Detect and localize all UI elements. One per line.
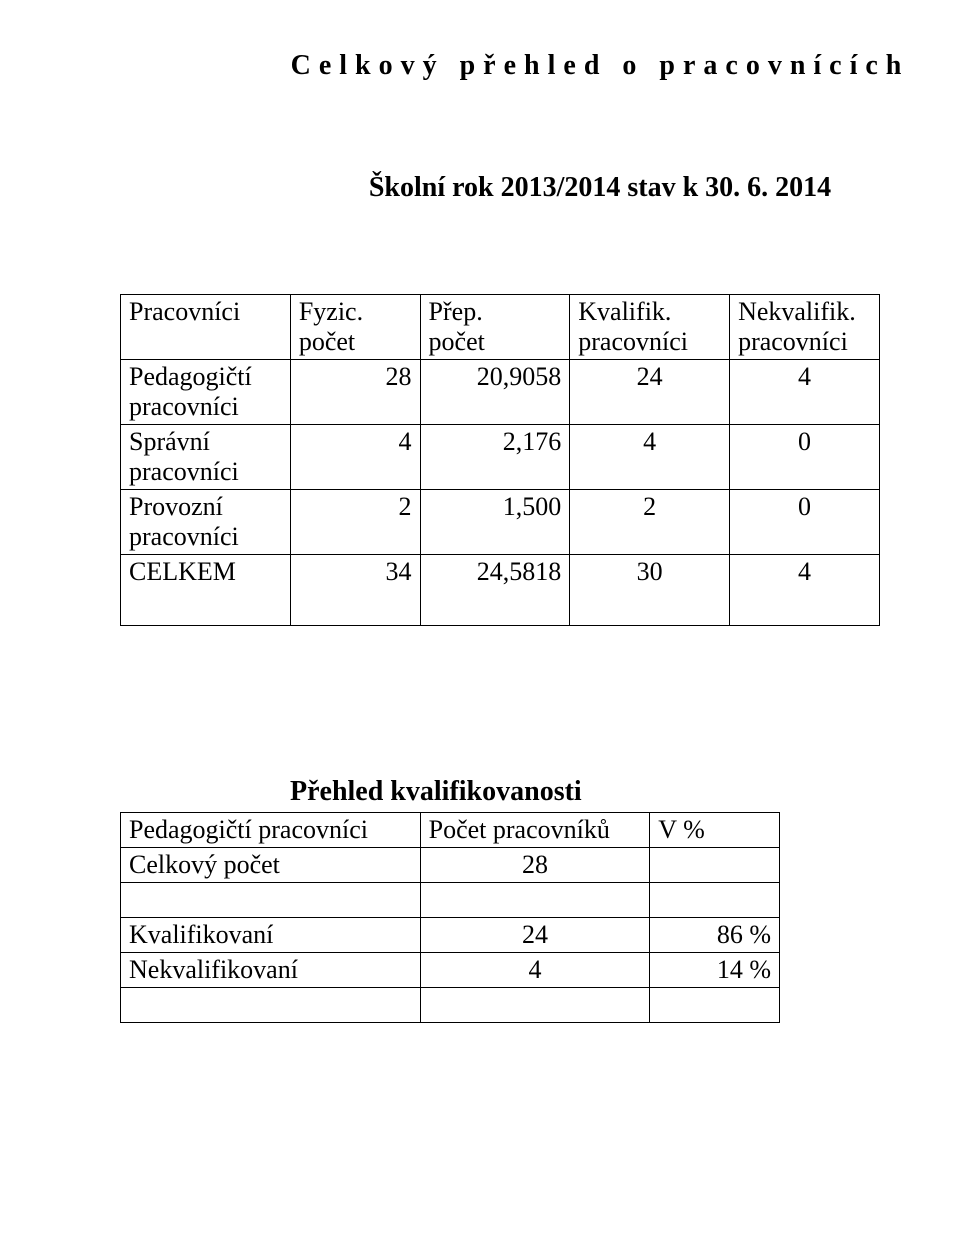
- header-text: Přep.: [429, 297, 483, 326]
- cell: [420, 988, 650, 1023]
- cell-text: Provozní: [129, 492, 223, 521]
- qualification-table: Pedagogičtí pracovníci Počet pracovníků …: [120, 812, 780, 1023]
- cell-text: Pedagogičtí: [129, 362, 252, 391]
- cell: 4: [290, 425, 420, 490]
- cell: [650, 848, 780, 883]
- cell: Nekvalifikovaní: [121, 953, 421, 988]
- table-row: Správní pracovníci 4 2,176 4 0: [121, 425, 880, 490]
- header-cell: Pracovníci: [121, 295, 291, 360]
- table-row: Kvalifikovaní 24 86 %: [121, 918, 780, 953]
- header-cell: Fyzic. počet: [290, 295, 420, 360]
- cell: 2: [570, 490, 730, 555]
- cell: 34: [290, 555, 420, 626]
- header-cell: Nekvalifik. pracovníci: [730, 295, 880, 360]
- cell: 2: [290, 490, 420, 555]
- cell: 20,9058: [420, 360, 570, 425]
- header-text: pracovníci: [738, 327, 848, 356]
- cell: 0: [730, 490, 880, 555]
- workers-overview-table: Pracovníci Fyzic. počet Přep. počet Kval…: [120, 294, 880, 626]
- cell: 2,176: [420, 425, 570, 490]
- cell: Správní pracovníci: [121, 425, 291, 490]
- cell: 1,500: [420, 490, 570, 555]
- header-cell: V %: [650, 813, 780, 848]
- cell: 28: [290, 360, 420, 425]
- cell: [121, 883, 421, 918]
- cell: Kvalifikovaní: [121, 918, 421, 953]
- table-header-row: Pracovníci Fyzic. počet Přep. počet Kval…: [121, 295, 880, 360]
- cell-text: pracovníci: [129, 457, 239, 486]
- cell: 24: [570, 360, 730, 425]
- cell: [121, 988, 421, 1023]
- header-text: Fyzic.: [299, 297, 363, 326]
- cell: 4: [420, 953, 650, 988]
- cell: 28: [420, 848, 650, 883]
- header-cell: Pedagogičtí pracovníci: [121, 813, 421, 848]
- header-cell: Počet pracovníků: [420, 813, 650, 848]
- cell-text: pracovníci: [129, 522, 239, 551]
- cell: [650, 883, 780, 918]
- table-header-row: Pedagogičtí pracovníci Počet pracovníků …: [121, 813, 780, 848]
- page-subtitle: Školní rok 2013/2014 stav k 30. 6. 2014: [120, 172, 960, 204]
- page-title: Celkový přehled o pracovnících: [120, 50, 960, 82]
- header-text: počet: [429, 327, 485, 356]
- section-title: Přehled kvalifikovanosti: [290, 776, 960, 808]
- header-cell: Kvalifik. pracovníci: [570, 295, 730, 360]
- cell-text: pracovníci: [129, 392, 239, 421]
- table-row-empty: [121, 988, 780, 1023]
- header-cell: Přep. počet: [420, 295, 570, 360]
- cell: 24: [420, 918, 650, 953]
- cell: [650, 988, 780, 1023]
- table-row: Nekvalifikovaní 4 14 %: [121, 953, 780, 988]
- cell: 4: [730, 555, 880, 626]
- table-total-row: CELKEM 34 24,5818 30 4: [121, 555, 880, 626]
- cell: 0: [730, 425, 880, 490]
- cell: Provozní pracovníci: [121, 490, 291, 555]
- cell: Pedagogičtí pracovníci: [121, 360, 291, 425]
- header-text: Nekvalifik.: [738, 297, 856, 326]
- header-text: Kvalifik.: [578, 297, 671, 326]
- cell: 4: [570, 425, 730, 490]
- cell-text: Správní: [129, 427, 210, 456]
- table-row: Celkový počet 28: [121, 848, 780, 883]
- cell: 24,5818: [420, 555, 570, 626]
- header-text: pracovníci: [578, 327, 688, 356]
- cell: 14 %: [650, 953, 780, 988]
- cell: 4: [730, 360, 880, 425]
- cell: 86 %: [650, 918, 780, 953]
- table-row: Pedagogičtí pracovníci 28 20,9058 24 4: [121, 360, 880, 425]
- table-row: Provozní pracovníci 2 1,500 2 0: [121, 490, 880, 555]
- cell: CELKEM: [121, 555, 291, 626]
- header-text: počet: [299, 327, 355, 356]
- table-row-empty: [121, 883, 780, 918]
- cell: [420, 883, 650, 918]
- cell: 30: [570, 555, 730, 626]
- cell: Celkový počet: [121, 848, 421, 883]
